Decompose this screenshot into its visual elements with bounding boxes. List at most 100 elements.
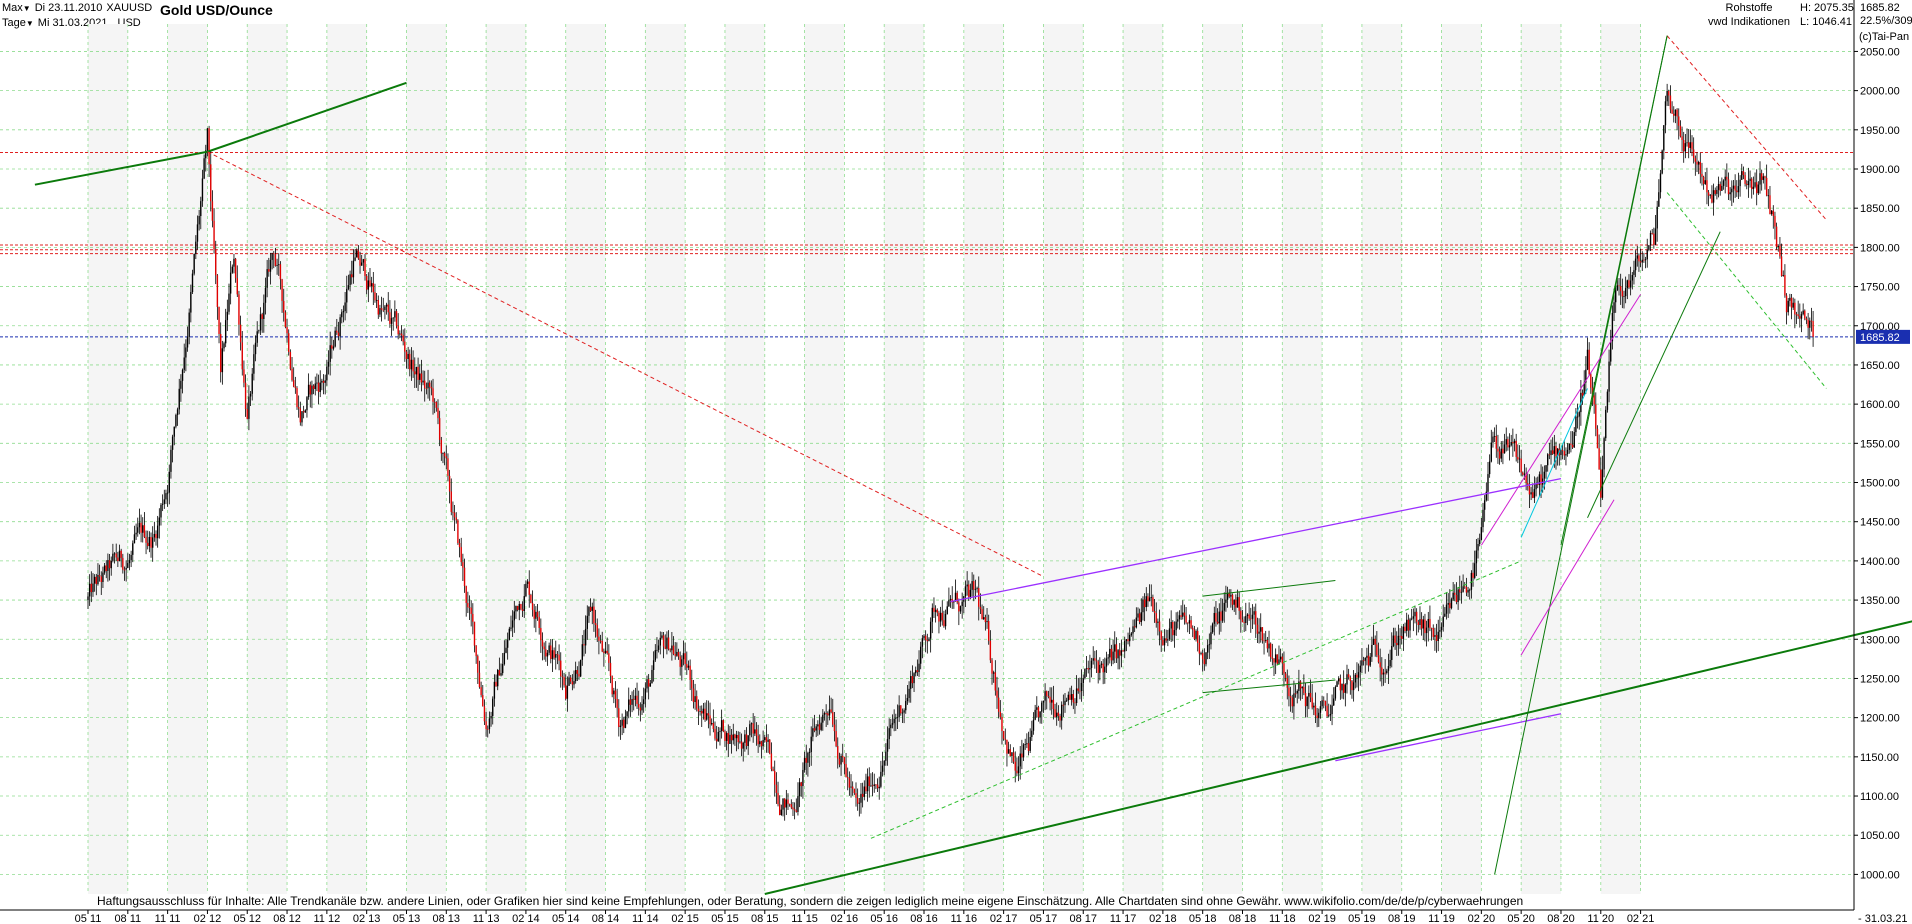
- candle-body: [1754, 182, 1756, 187]
- candle-body: [1064, 700, 1066, 706]
- candle-body: [1760, 173, 1763, 180]
- candle-body: [1079, 690, 1081, 692]
- candle-body: [1105, 658, 1108, 667]
- candle-body: [1615, 289, 1617, 303]
- candle-body: [1706, 180, 1708, 193]
- candle-body: [226, 311, 229, 321]
- candle-body: [1678, 116, 1680, 126]
- candle-body: [346, 288, 348, 303]
- candle-body: [1676, 109, 1678, 117]
- candle-body: [1651, 232, 1653, 234]
- x-tick-label: 05 18: [1189, 913, 1217, 924]
- candle-body: [480, 687, 482, 696]
- candle-body: [762, 740, 764, 747]
- candle-body: [178, 388, 180, 410]
- candle-body: [183, 357, 185, 370]
- candle-body: [1634, 258, 1637, 271]
- candle-body: [1173, 630, 1176, 636]
- candle-body: [1696, 161, 1698, 165]
- candle-body: [1668, 90, 1670, 96]
- candle-body: [1356, 674, 1358, 678]
- candle-body: [913, 673, 915, 684]
- candle-body: [1182, 612, 1184, 617]
- range-dropdown[interactable]: Max▼: [2, 2, 31, 14]
- candle-body: [1371, 644, 1373, 657]
- candle-body: [787, 799, 789, 804]
- x-tick-label: 02 12: [194, 913, 222, 924]
- candle-body: [719, 730, 721, 732]
- candle-body: [135, 532, 137, 535]
- candle-body: [1543, 471, 1546, 479]
- candle-body: [618, 708, 620, 728]
- candle-body: [1751, 178, 1753, 190]
- candle-body: [735, 734, 738, 739]
- candle-body: [858, 802, 861, 804]
- candle-body: [1012, 752, 1015, 762]
- candle-body: [560, 660, 562, 677]
- candle-body: [732, 734, 734, 741]
- candle-body: [1653, 233, 1655, 245]
- candle-body: [1127, 639, 1129, 642]
- candle-body: [314, 383, 316, 390]
- candle-body: [324, 380, 326, 383]
- candle-body: [339, 317, 341, 337]
- candle-body: [487, 729, 489, 730]
- interval-dropdown[interactable]: Tage▼: [2, 17, 34, 29]
- candle-body: [1742, 171, 1745, 176]
- candle-body: [908, 688, 910, 698]
- candle-body: [848, 778, 851, 788]
- candle-body: [689, 665, 691, 680]
- candle-body: [1112, 651, 1114, 661]
- grid-band: [1600, 24, 1641, 894]
- candle-body: [1192, 627, 1194, 630]
- candle-body: [1323, 700, 1325, 702]
- candle-body: [599, 640, 602, 642]
- candle-body: [1070, 694, 1073, 700]
- candle-body: [1258, 631, 1260, 634]
- candle-body: [385, 304, 388, 307]
- candle-body: [1568, 443, 1570, 450]
- candle-body: [1490, 442, 1493, 462]
- candle-body: [118, 550, 121, 562]
- candle-body: [1422, 619, 1424, 629]
- candle-body: [158, 517, 161, 526]
- candle-body: [881, 765, 884, 772]
- candle-body: [543, 646, 545, 650]
- candle-body: [1666, 90, 1668, 102]
- candle-body: [203, 158, 205, 179]
- candle-body: [1158, 621, 1161, 632]
- candle-body: [669, 649, 671, 651]
- candle-body: [1432, 628, 1434, 637]
- candle-body: [608, 653, 610, 663]
- candle-body: [508, 628, 511, 640]
- candle-body: [417, 366, 419, 380]
- candle-body: [1120, 650, 1123, 656]
- candle-body: [1654, 228, 1657, 245]
- candle-body: [478, 672, 481, 688]
- candle-body: [734, 734, 736, 739]
- candle-body: [233, 258, 235, 267]
- trendline: [207, 151, 1044, 578]
- candle-body: [810, 736, 812, 753]
- candle-body: [1206, 645, 1209, 653]
- candle-body: [900, 705, 902, 714]
- candle-body: [1699, 161, 1702, 174]
- candle-body: [579, 659, 582, 677]
- candle-body: [231, 266, 234, 273]
- candle-body: [142, 525, 144, 533]
- candle-body: [92, 583, 94, 593]
- candle-body: [1221, 610, 1224, 621]
- candle-body: [306, 397, 308, 411]
- candle-body: [1794, 302, 1796, 315]
- x-tick-label: 11 16: [950, 913, 977, 924]
- candle-body: [374, 292, 376, 301]
- candle-body: [1616, 285, 1619, 290]
- candle-body: [992, 672, 995, 674]
- candle-body: [1148, 597, 1151, 602]
- candle-body: [1707, 192, 1710, 196]
- candle-body: [175, 414, 177, 427]
- candle-body: [1565, 454, 1567, 456]
- candle-body: [999, 711, 1002, 717]
- candle-body: [983, 617, 985, 620]
